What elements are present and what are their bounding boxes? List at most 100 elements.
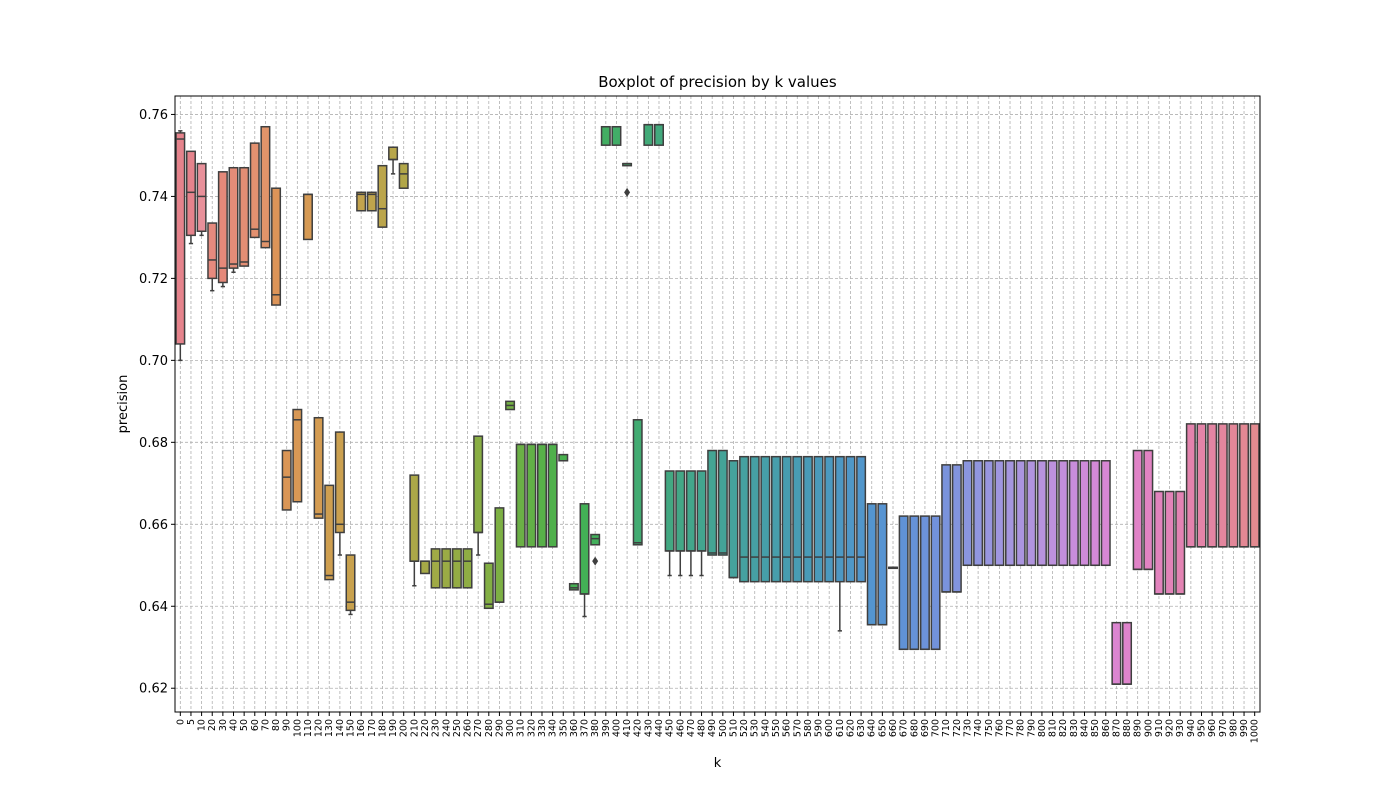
box-iqr xyxy=(1164,490,1175,595)
box-290 xyxy=(494,507,505,603)
box-670 xyxy=(898,515,909,651)
box-iqr xyxy=(877,503,888,626)
x-axis: 0 5 10 20 30 40 50 60 70 80 90 100 110 120 130 140 150 16… xyxy=(175,712,1261,743)
x-axis-label: k xyxy=(714,756,722,771)
box-630 xyxy=(856,455,867,583)
box-880 xyxy=(1122,621,1133,685)
box-540 xyxy=(760,455,771,583)
box-iqr xyxy=(196,162,207,232)
box-40 xyxy=(228,166,239,273)
x-tick-label: 180 xyxy=(377,719,388,737)
x-tick-label: 510 xyxy=(728,719,739,737)
box-50 xyxy=(239,166,250,267)
box-370 xyxy=(579,503,590,618)
box-iqr xyxy=(675,470,686,552)
box-420 xyxy=(632,419,643,546)
box-iqr xyxy=(749,455,760,583)
box-iqr xyxy=(1090,460,1101,567)
x-tick-label: 200 xyxy=(399,719,410,737)
x-tick-label: 290 xyxy=(494,719,505,737)
x-tick-label: 30 xyxy=(218,719,229,731)
box-550 xyxy=(771,455,782,583)
y-tick-label: 0.68 xyxy=(139,436,168,451)
box-iqr xyxy=(1111,621,1122,685)
x-tick-label: 990 xyxy=(1239,719,1250,737)
x-tick-label: 270 xyxy=(473,719,484,737)
box-iqr xyxy=(1122,621,1133,685)
x-tick-label: 340 xyxy=(548,719,559,737)
box-130 xyxy=(324,484,335,581)
x-tick-label: 370 xyxy=(580,719,591,737)
box-iqr xyxy=(1132,449,1143,571)
x-tick-label: 500 xyxy=(718,719,729,737)
x-tick-label: 920 xyxy=(1165,719,1176,737)
x-tick-label: 820 xyxy=(1058,719,1069,737)
box-iqr xyxy=(1015,460,1026,567)
box-530 xyxy=(749,455,760,583)
y-tick-label: 0.62 xyxy=(139,682,168,697)
box-iqr xyxy=(1005,460,1016,567)
box-iqr xyxy=(260,125,271,249)
box-750 xyxy=(983,460,994,567)
box-iqr xyxy=(1207,423,1218,548)
plot-frame xyxy=(174,95,1261,713)
box-850 xyxy=(1090,460,1101,567)
box-680 xyxy=(909,515,920,651)
x-tick-label: 900 xyxy=(1143,719,1154,737)
box-820 xyxy=(1058,460,1069,567)
y-axis: 0.62 0.64 0.66 0.68 0.70 0.72 0.74 0.76 xyxy=(139,108,175,697)
box-iqr xyxy=(356,191,367,212)
x-tick-label: 380 xyxy=(590,719,601,737)
box-iqr xyxy=(824,455,835,583)
x-tick-label: 950 xyxy=(1196,719,1207,737)
box-470 xyxy=(685,470,696,577)
x-tick-label: 640 xyxy=(867,719,878,737)
x-tick-label: 130 xyxy=(324,719,335,737)
box-iqr xyxy=(802,455,813,583)
x-tick-label: 100 xyxy=(292,719,303,737)
outlier-point xyxy=(592,556,599,566)
y-tick-label: 0.70 xyxy=(139,354,168,369)
box-690 xyxy=(919,515,930,651)
x-tick-label: 700 xyxy=(931,719,942,737)
x-tick-label: 530 xyxy=(750,719,761,737)
x-tick-label: 150 xyxy=(346,719,357,737)
box-iqr xyxy=(419,560,430,575)
x-tick-label: 70 xyxy=(260,719,271,731)
x-tick-label: 310 xyxy=(516,719,527,737)
x-tick-label: 880 xyxy=(1122,719,1133,737)
x-tick-label: 190 xyxy=(388,719,399,737)
box-iqr xyxy=(781,455,792,583)
outlier-point xyxy=(624,187,631,197)
box-iqr xyxy=(292,408,303,503)
box-iqr xyxy=(909,515,920,651)
box-iqr xyxy=(526,443,537,548)
x-tick-label: 420 xyxy=(633,719,644,737)
x-tick-label: 560 xyxy=(782,719,793,737)
x-tick-label: 450 xyxy=(665,719,676,737)
box-iqr xyxy=(632,419,643,546)
x-tick-label: 170 xyxy=(367,719,378,737)
box-10 xyxy=(196,162,207,237)
x-tick-label: 870 xyxy=(1111,719,1122,737)
x-tick-label: 320 xyxy=(526,719,537,737)
box-410 xyxy=(622,162,633,197)
x-tick-label: 60 xyxy=(250,719,261,731)
x-tick-label: 890 xyxy=(1133,719,1144,737)
box-760 xyxy=(994,460,1005,567)
box-iqr xyxy=(441,548,452,589)
x-tick-label: 940 xyxy=(1186,719,1197,737)
x-tick-label: 1000 xyxy=(1250,719,1261,743)
x-tick-label: 960 xyxy=(1207,719,1218,737)
x-tick-label: 460 xyxy=(675,719,686,737)
x-tick-label: 400 xyxy=(611,719,622,737)
box-iqr xyxy=(398,162,409,189)
box-iqr xyxy=(1239,423,1250,548)
x-tick-label: 0 xyxy=(175,719,186,725)
x-tick-label: 160 xyxy=(356,719,367,737)
box-270 xyxy=(473,435,484,556)
x-tick-label: 120 xyxy=(314,719,325,737)
box-580 xyxy=(802,455,813,583)
box-iqr xyxy=(228,166,239,269)
box-iqr xyxy=(547,443,558,548)
